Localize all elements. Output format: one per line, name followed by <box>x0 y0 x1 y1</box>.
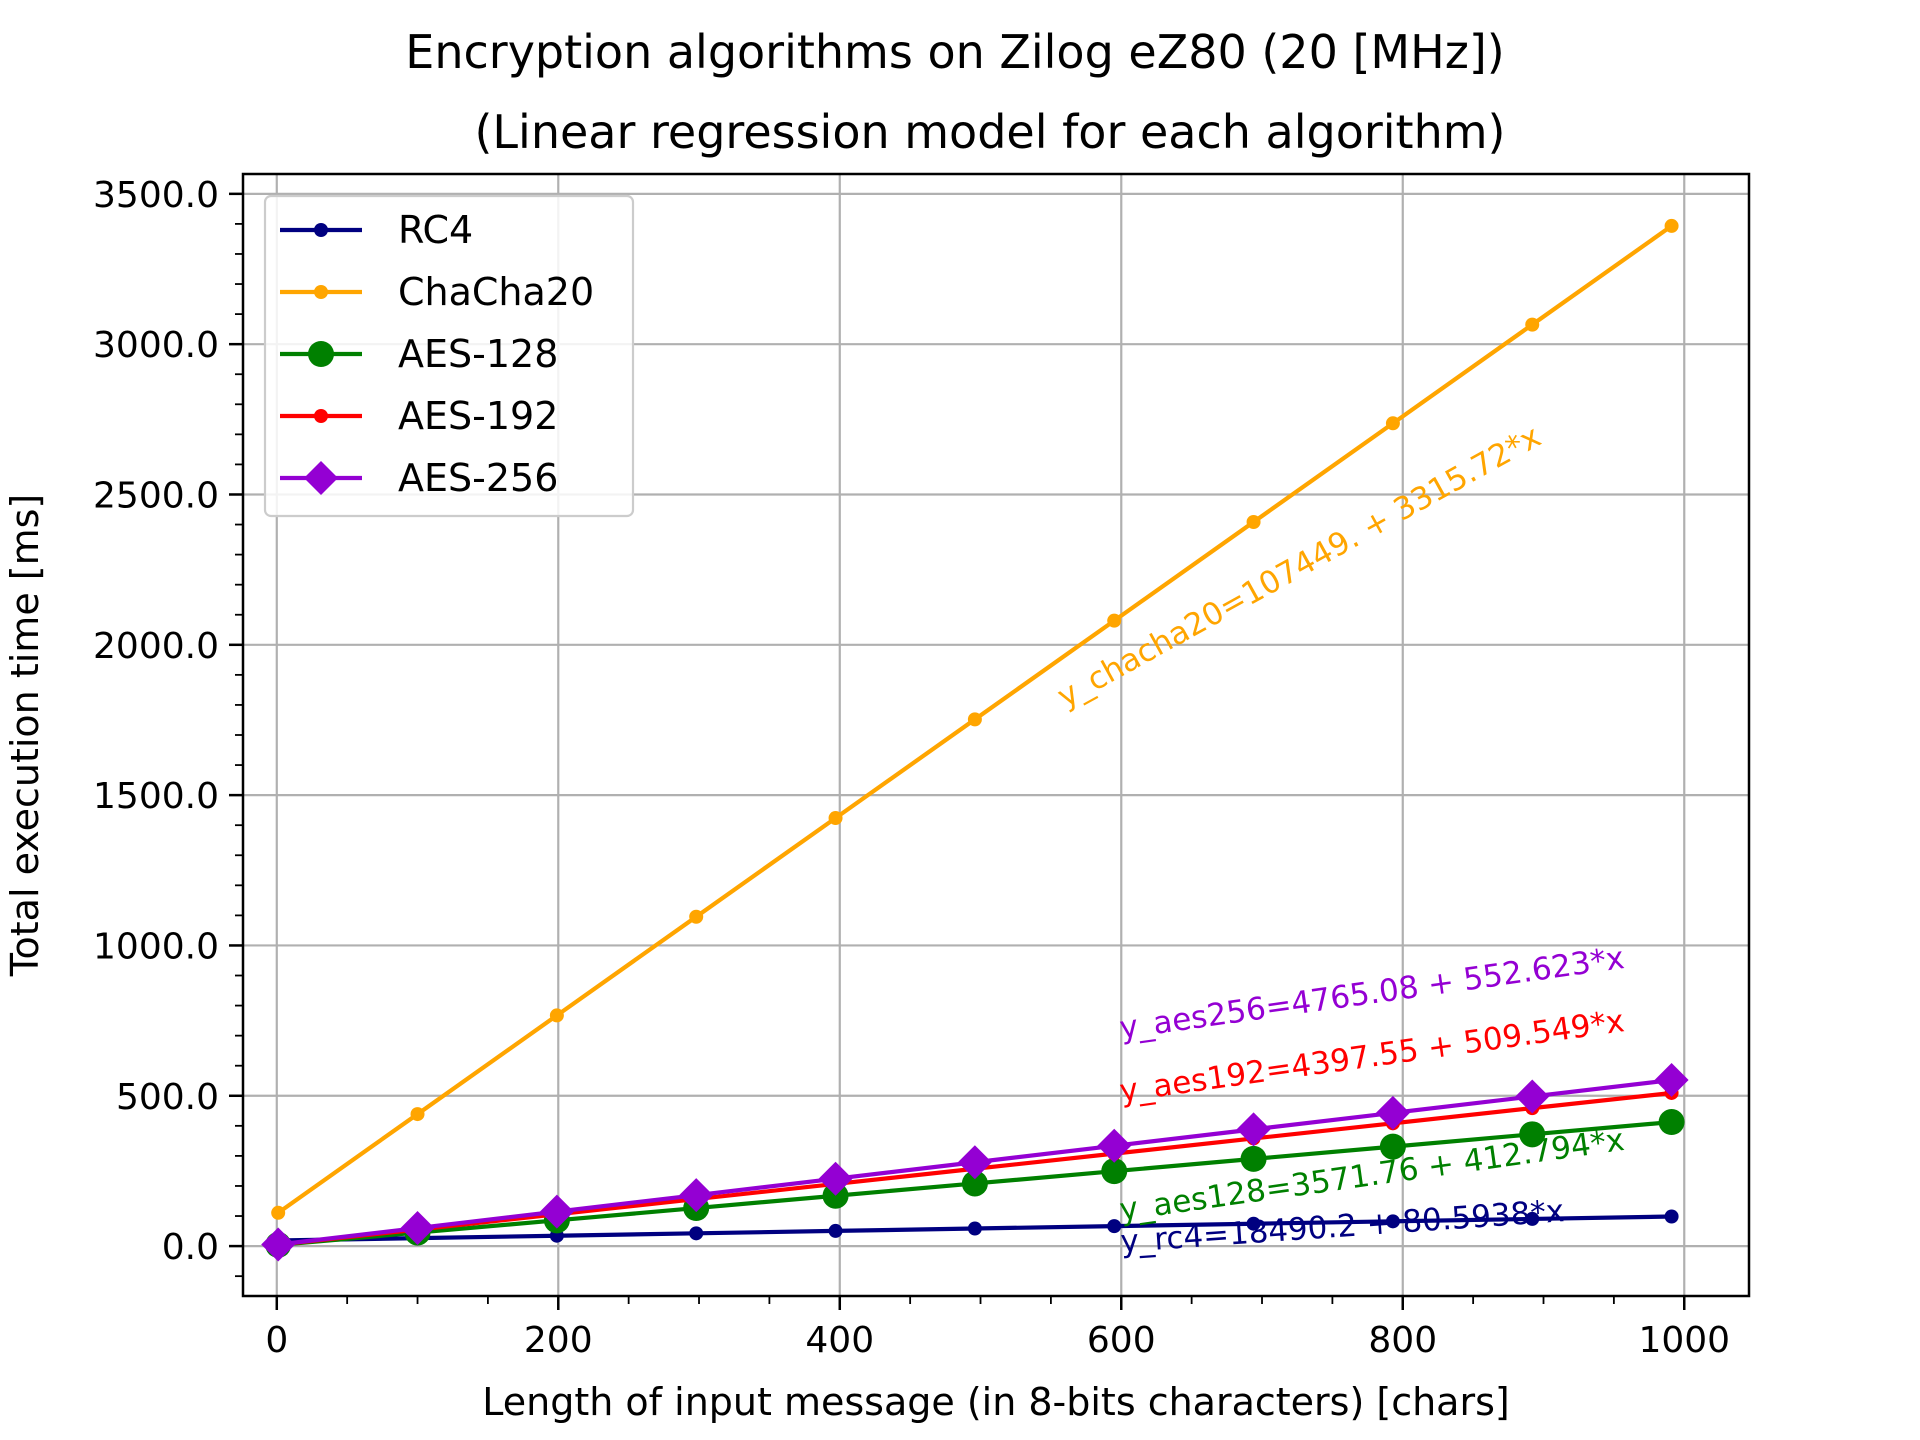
legend-label: AES-256 <box>398 456 558 500</box>
plot-area <box>261 218 1689 1262</box>
legend-item-aes-192: AES-192 <box>280 394 558 438</box>
legend: RC4 ChaCha20 AES-128 AES-192 AES-256 <box>263 194 635 518</box>
y-tick-label: 0.0 <box>162 1227 219 1268</box>
y-axis-ticks: 0.0 500.0 1000.0 1500.0 2000.0 2500.0 3000.0 35… <box>93 175 243 1278</box>
x-tick-label: 800 <box>1368 1320 1437 1361</box>
data-point-aes-256 <box>1236 1112 1271 1147</box>
data-point-aes-128 <box>1658 1109 1685 1136</box>
data-point-chacha20 <box>1107 613 1122 628</box>
legend-swatch-marker <box>314 285 328 299</box>
legend-label: AES-192 <box>398 394 558 438</box>
x-axis-label: Length of input message (in 8-bits chara… <box>482 1380 1509 1424</box>
x-axis-ticks: 0 200 400 600 800 1000 <box>265 1296 1730 1361</box>
data-point-rc4 <box>1385 1214 1400 1229</box>
y-axis-label: Total execution time [ms] <box>3 494 47 977</box>
chart-subtitle: (Linear regression model for each algori… <box>474 105 1505 159</box>
legend-swatch-marker <box>308 341 334 367</box>
series-chacha20 <box>271 218 1679 1220</box>
data-point-aes-256 <box>261 1227 296 1262</box>
chart-title: Encryption algorithms on Zilog eZ80 (20 … <box>405 25 1504 79</box>
y-tick-label: 3500.0 <box>93 175 219 216</box>
x-tick-label: 0 <box>265 1320 288 1361</box>
data-point-aes-256 <box>818 1161 853 1196</box>
data-point-chacha20 <box>1664 218 1679 233</box>
data-point-aes-256 <box>1654 1063 1689 1098</box>
legend-item-chacha20: ChaCha20 <box>280 270 594 314</box>
legend-item-aes-256: AES-256 <box>280 456 558 500</box>
data-point-rc4 <box>1107 1219 1122 1234</box>
data-point-rc4 <box>689 1226 704 1241</box>
data-point-aes-256 <box>1515 1079 1550 1114</box>
data-point-rc4 <box>828 1223 843 1238</box>
data-point-aes-128 <box>961 1170 988 1197</box>
data-point-aes-256 <box>539 1194 574 1229</box>
legend-label: AES-128 <box>398 332 558 376</box>
data-point-aes-128 <box>1240 1145 1267 1172</box>
grid <box>243 174 1749 1296</box>
data-point-chacha20 <box>967 712 982 727</box>
legend-swatch-marker <box>314 409 328 423</box>
data-point-aes-128 <box>1101 1158 1128 1185</box>
x-tick-label: 200 <box>524 1320 593 1361</box>
data-point-rc4 <box>1525 1211 1540 1226</box>
data-point-chacha20 <box>828 811 843 826</box>
data-point-chacha20 <box>1525 317 1540 332</box>
data-point-chacha20 <box>1246 514 1261 529</box>
data-point-chacha20 <box>689 909 704 924</box>
data-point-chacha20 <box>549 1008 564 1023</box>
x-tick-label: 1000 <box>1638 1320 1730 1361</box>
data-point-chacha20 <box>1385 416 1400 431</box>
x-tick-label: 400 <box>805 1320 874 1361</box>
data-point-rc4 <box>967 1221 982 1236</box>
y-tick-label: 2500.0 <box>93 475 219 516</box>
data-point-aes-128 <box>1519 1121 1546 1148</box>
y-tick-label: 2000.0 <box>93 626 219 667</box>
data-point-aes-256 <box>957 1145 992 1180</box>
y-tick-label: 1000.0 <box>93 926 219 967</box>
legend-swatch-marker <box>314 223 328 237</box>
x-tick-label: 600 <box>1087 1320 1156 1361</box>
legend-frame <box>263 194 635 518</box>
data-point-aes-128 <box>1379 1133 1406 1160</box>
data-point-aes-256 <box>400 1211 435 1246</box>
legend-label: RC4 <box>398 208 473 252</box>
legend-item-aes-128: AES-128 <box>280 332 558 376</box>
data-point-chacha20 <box>410 1107 425 1122</box>
legend-swatch-marker <box>304 461 338 495</box>
series-aes-256 <box>261 1063 1689 1262</box>
data-point-aes-128 <box>822 1182 849 1209</box>
data-point-aes-256 <box>1375 1095 1410 1130</box>
y-tick-label: 500.0 <box>116 1077 219 1118</box>
data-point-rc4 <box>1246 1216 1261 1231</box>
legend-item-rc4: RC4 <box>280 208 473 252</box>
legend-label: ChaCha20 <box>398 270 594 314</box>
y-tick-label: 1500.0 <box>93 776 219 817</box>
data-point-chacha20 <box>271 1205 286 1220</box>
data-point-rc4 <box>1664 1209 1679 1224</box>
data-point-aes-256 <box>1097 1128 1132 1163</box>
y-tick-label: 3000.0 <box>93 325 219 366</box>
data-point-aes-256 <box>679 1178 714 1213</box>
